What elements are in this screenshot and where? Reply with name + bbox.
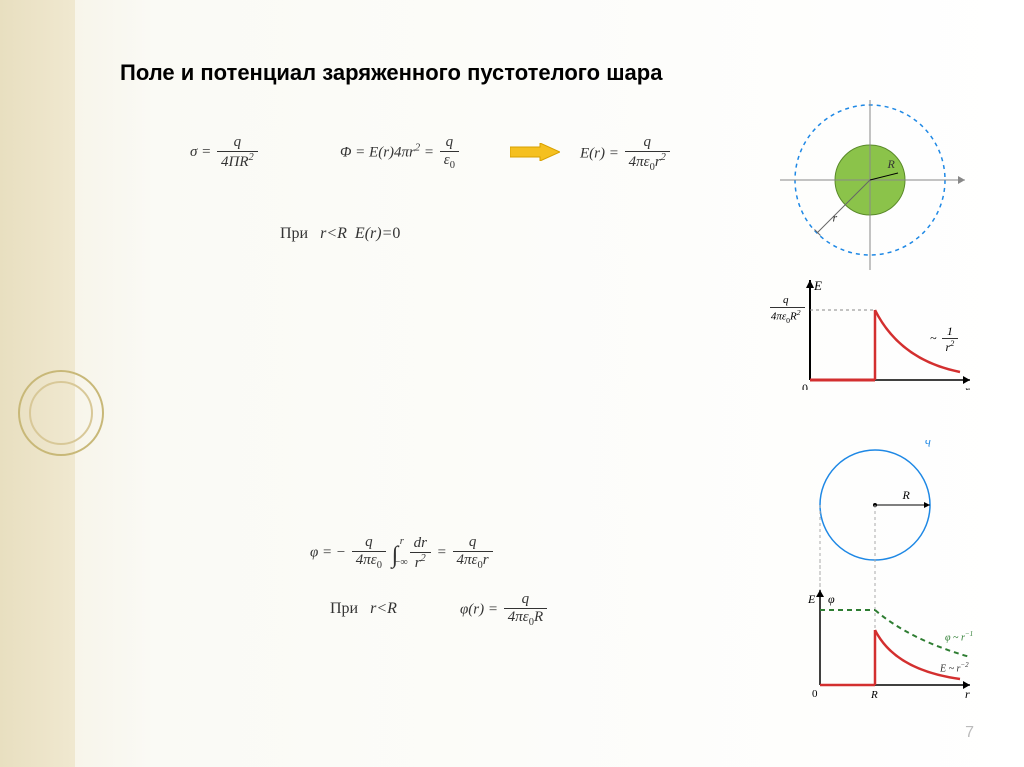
diagram-field-graph: RrE0rER = q4πε0R2~ 1r2 — [770, 100, 980, 390]
condition-inside-E: При r<R E(r)=0 — [280, 225, 400, 243]
diagram-potential-graph: RqEφ0Rrφ ~ r−1E ~ r−2 — [780, 440, 980, 700]
svg-text:R: R — [887, 157, 896, 171]
slide-title: Поле и потенциал заряженного пустотелого… — [120, 60, 662, 86]
formula-phi-flux: Φ = E(r)4πr2 = qε0 — [340, 135, 461, 172]
svg-text:r: r — [833, 210, 838, 224]
arrow-icon — [510, 143, 560, 161]
svg-text:r: r — [965, 687, 970, 700]
svg-text:E: E — [807, 592, 816, 606]
svg-text:φ: φ — [828, 592, 835, 606]
page-number: 7 — [965, 724, 974, 742]
formula-phi-r: φ(r) = q4πε0R — [460, 592, 549, 629]
margin-ring-inner — [29, 381, 93, 445]
svg-text:r: r — [965, 383, 970, 390]
svg-text:R: R — [902, 488, 911, 502]
svg-text:0: 0 — [802, 381, 808, 390]
formula-Er: E(r) = q4πε0r2 — [580, 135, 672, 174]
svg-text:q: q — [925, 440, 931, 447]
formula-sigma: σ = q4ΠR2 — [190, 135, 260, 170]
svg-text:0: 0 — [812, 688, 818, 700]
svg-text:E: E — [813, 278, 822, 293]
condition-inside-phi: При r<R — [330, 600, 397, 618]
svg-text:R: R — [870, 689, 878, 700]
formula-phi-integral: φ = − q4πε0 ∫−∞r drr2 = q4πε0r — [310, 535, 495, 572]
